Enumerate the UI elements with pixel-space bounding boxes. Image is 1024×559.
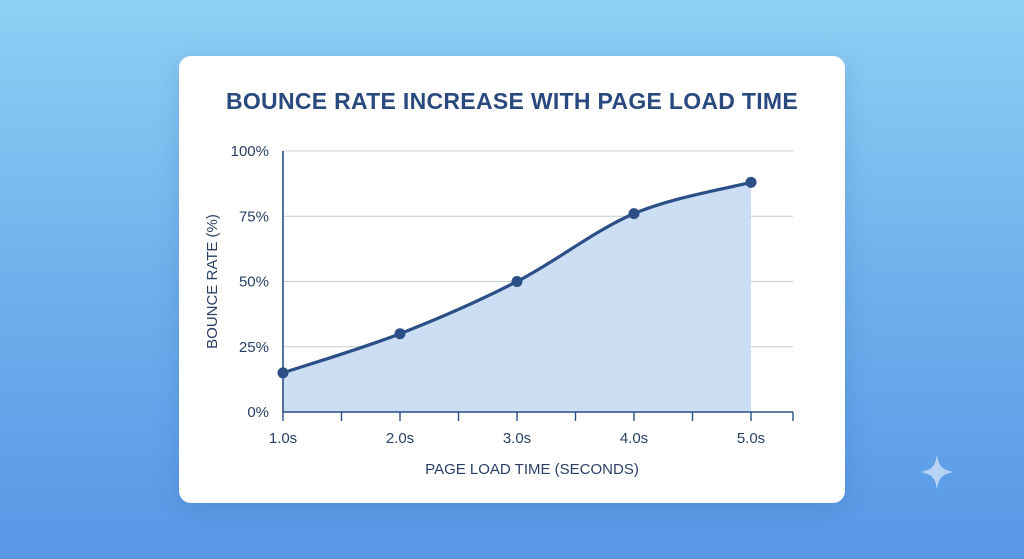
- y-tick-label-0: 0%: [247, 404, 269, 421]
- x-tick-label-3: 4.0s: [620, 430, 648, 447]
- chart-title: BOUNCE RATE INCREASE WITH PAGE LOAD TIME: [225, 88, 799, 114]
- y-tick-label-2: 50%: [239, 274, 269, 291]
- sparkle-icon: [920, 454, 954, 490]
- data-point-1: [394, 328, 406, 340]
- x-tick-label-4: 5.0s: [737, 430, 765, 447]
- y-tick-label-4: 100%: [231, 143, 269, 160]
- data-point-0: [277, 367, 289, 379]
- x-tick-label-1: 2.0s: [386, 430, 414, 447]
- x-tick-label-2: 3.0s: [503, 430, 531, 447]
- data-point-4: [745, 176, 757, 188]
- area-fill: [283, 182, 751, 412]
- data-point-3: [628, 208, 640, 220]
- y-tick-label-3: 75%: [239, 208, 269, 225]
- y-tick-label-1: 25%: [239, 339, 269, 356]
- y-axis-label: BOUNCE RATE (%): [204, 214, 221, 349]
- data-point-2: [511, 276, 523, 287]
- x-tick-label-0: 1.0s: [269, 430, 297, 447]
- x-axis-label: PAGE LOAD TIME (SECONDS): [425, 461, 639, 478]
